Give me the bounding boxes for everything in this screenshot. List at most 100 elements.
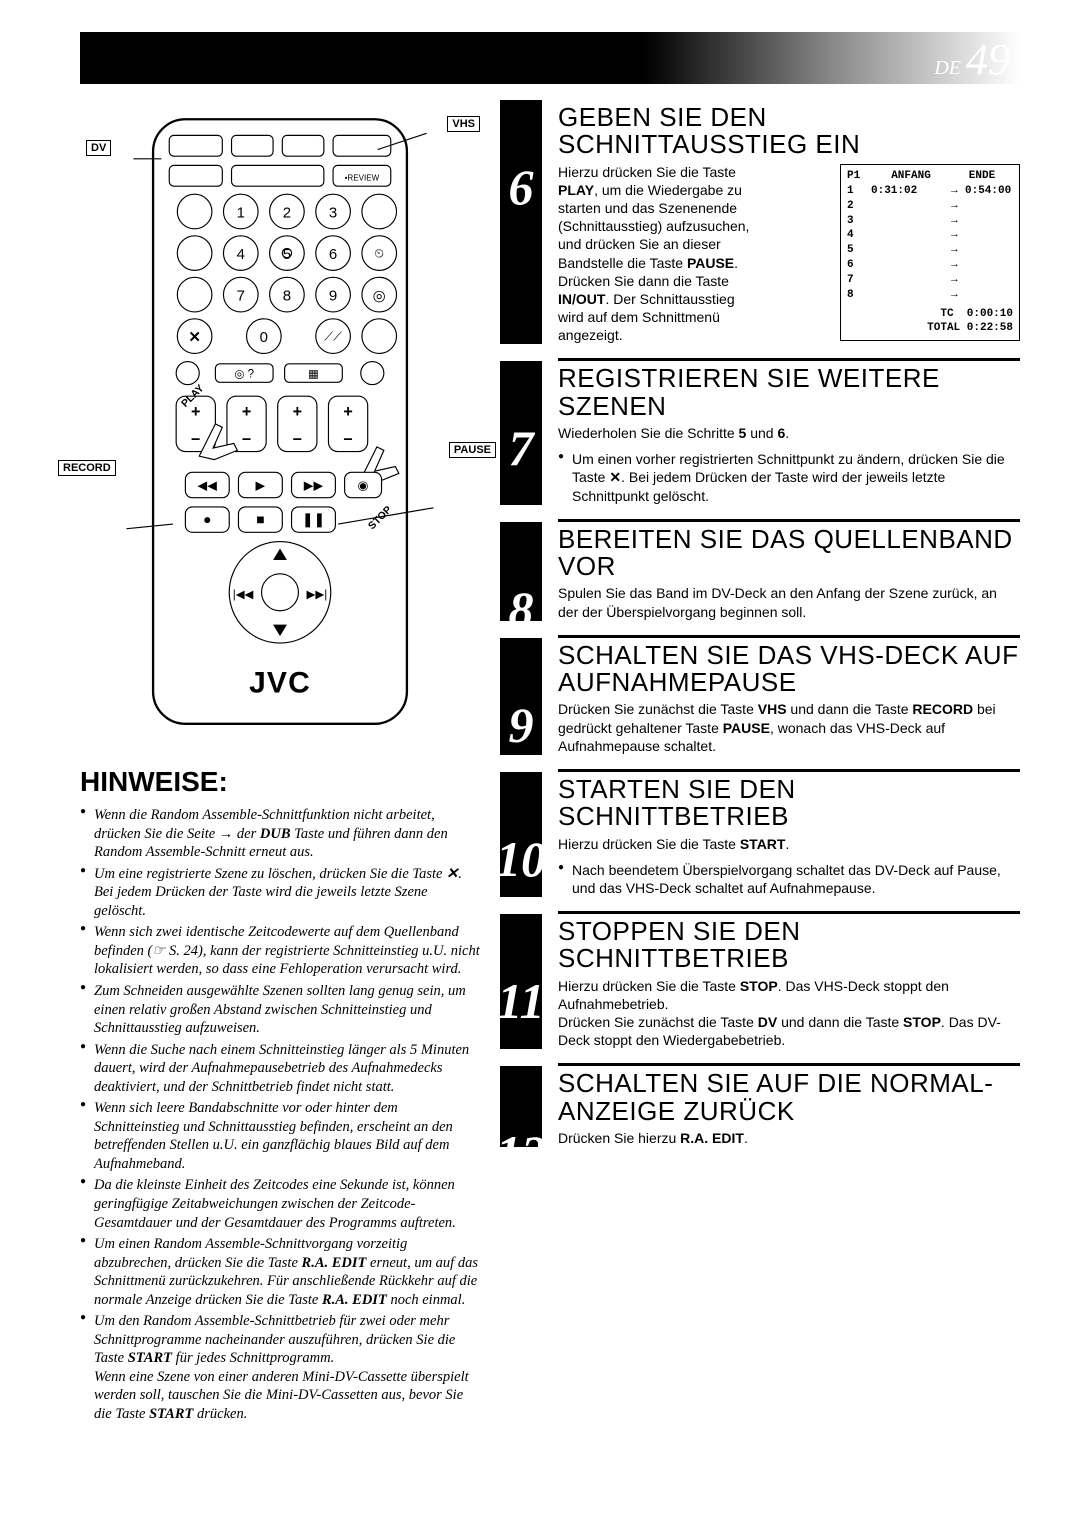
svg-text:■: ■: [256, 511, 264, 527]
svg-text:|◀◀: |◀◀: [233, 589, 255, 601]
page-lang: DE: [934, 57, 961, 79]
th-anfang: ANFANG: [871, 169, 951, 184]
svg-text:1: 1: [237, 204, 245, 221]
tc-label: TC: [940, 308, 953, 320]
total-label: TOTAL: [927, 322, 960, 334]
step-text: Hierzu drücken Sie die Taste STOP. Das V…: [558, 977, 1020, 1050]
label-record: RECORD: [58, 460, 116, 476]
step-title: SCHALTEN SIE AUF DIE NORMAL-ANZEIGE ZURÜ…: [558, 1070, 1020, 1125]
svg-text:✕: ✕: [188, 329, 201, 346]
table-row: 2→: [847, 199, 1013, 214]
hinweise-item: Wenn sich leere Bandabschnitte vor oder …: [80, 1099, 480, 1173]
svg-text:•REVIEW: •REVIEW: [345, 173, 380, 182]
step-number: 10: [496, 834, 546, 884]
svg-text:+: +: [242, 403, 251, 421]
hinweise-item: Wenn sich zwei identische Zeitcodewerte …: [80, 923, 480, 979]
step: 9 SCHALTEN SIE DAS VHS-DECK AUF AUFNAHME…: [500, 638, 1020, 755]
step-title: STARTEN SIE DEN SCHNITTBETRIEB: [558, 776, 1020, 831]
table-row: 8→: [847, 288, 1013, 303]
svg-text:●: ●: [203, 511, 211, 527]
svg-text:▦: ▦: [308, 369, 319, 381]
label-vhs: VHS: [447, 116, 480, 132]
svg-text:◉: ◉: [358, 479, 369, 493]
step-title: GEBEN SIE DEN SCHNITTAUSSTIEG EIN: [558, 104, 1020, 159]
label-dv: DV: [86, 140, 111, 156]
step: 8 BEREITEN SIE DAS QUELLENBAND VOR Spule…: [500, 522, 1020, 621]
hinweise-item: Um eine registrierte Szene zu löschen, d…: [80, 865, 480, 921]
page-num: 49: [966, 35, 1010, 84]
remote-svg: •REVIEW 1 2 3 4 5 6 ⏲ 7 8 9 ◎ ✕ 0: [130, 110, 430, 733]
svg-text:7: 7: [237, 287, 245, 304]
svg-text:▶▶|: ▶▶|: [307, 589, 328, 601]
table-row: 6→: [847, 258, 1013, 273]
table-row: 10:31:02→0:54:00: [847, 184, 1013, 199]
svg-text:5: 5: [283, 246, 291, 263]
step-number: 9: [509, 700, 534, 750]
remote-illustration: •REVIEW 1 2 3 4 5 6 ⏲ 7 8 9 ◎ ✕ 0: [80, 110, 480, 738]
step-text: Wiederholen Sie die Schritte 5 und 6.: [558, 424, 1020, 442]
svg-text:⏲: ⏲: [374, 247, 384, 261]
svg-text:◀◀: ◀◀: [198, 479, 218, 493]
hinweise-list: Wenn die Random Assemble-Schnittfunktion…: [80, 806, 480, 1424]
step-number: 8: [509, 584, 534, 634]
table-row: 5→: [847, 243, 1013, 258]
table-row: 4→: [847, 228, 1013, 243]
svg-text:⟋⟋: ⟋⟋: [324, 330, 343, 344]
step: 12 SCHALTEN SIE AUF DIE NORMAL-ANZEIGE Z…: [500, 1066, 1020, 1147]
svg-text:9: 9: [329, 287, 337, 304]
step-text: Drücken Sie hierzu R.A. EDIT.: [558, 1129, 1020, 1147]
hinweise-item: Wenn die Random Assemble-Schnittfunktion…: [80, 806, 480, 862]
svg-text:❚❚: ❚❚: [302, 511, 325, 528]
tc-val: 0:00:10: [967, 308, 1013, 320]
step-subtext: Nach beendetem Überspielvorgang schaltet…: [558, 861, 1020, 897]
step-subtext: Um einen vorher registrierten Schnittpun…: [558, 450, 1020, 505]
svg-text:0: 0: [260, 329, 268, 346]
cutlist-table: P1 ANFANG ENDE 10:31:02→0:54:002→3→4→5→6…: [840, 164, 1020, 341]
page-number: DE 49: [934, 34, 1010, 85]
step: 10 STARTEN SIE DEN SCHNITTBETRIEB Hierzu…: [500, 772, 1020, 897]
svg-text:6: 6: [329, 246, 337, 263]
svg-text:−: −: [293, 431, 302, 449]
hinweise-item: Zum Schneiden ausgewählte Szenen sollten…: [80, 982, 480, 1038]
svg-text:3: 3: [329, 204, 337, 221]
svg-text:4: 4: [237, 246, 245, 263]
svg-text:+: +: [191, 403, 200, 421]
table-row: 3→: [847, 214, 1013, 229]
step-text: Hierzu drücken Sie die Taste PLAY, um di…: [558, 163, 758, 345]
hinweise-item: Um den Random Assemble-Schnittbetrieb fü…: [80, 1312, 480, 1423]
label-pause: PAUSE: [449, 442, 496, 458]
step-text: Hierzu drücken Sie die Taste START.: [558, 835, 1020, 853]
svg-text:+: +: [343, 403, 352, 421]
step-number: 7: [509, 423, 534, 473]
step-number: 11: [497, 976, 544, 1026]
svg-text:▶▶: ▶▶: [304, 479, 324, 493]
total-val: 0:22:58: [967, 322, 1013, 334]
step-title: SCHALTEN SIE DAS VHS-DECK AUF AUFNAHMEPA…: [558, 642, 1020, 697]
hinweise-item: Da die kleinste Einheit des Zeitcodes ei…: [80, 1176, 480, 1232]
svg-text:▶: ▶: [256, 479, 266, 493]
hinweise-item: Um einen Random Assemble-Schnittvorgang …: [80, 1235, 480, 1309]
th-ende: ENDE: [951, 169, 1013, 184]
step-title: REGISTRIEREN SIE WEITERE SZENEN: [558, 365, 1020, 420]
step: 7 REGISTRIEREN SIE WEITERE SZENEN Wieder…: [500, 361, 1020, 504]
step: 11 STOPPEN SIE DEN SCHNITTBETRIEB Hierzu…: [500, 914, 1020, 1049]
svg-text:+: +: [293, 403, 302, 421]
svg-text:−: −: [343, 431, 352, 449]
svg-text:−: −: [191, 431, 200, 449]
svg-text:◎ ?: ◎ ?: [234, 369, 254, 381]
hinweise-item: Wenn die Suche nach einem Schnitteinstie…: [80, 1041, 480, 1097]
hinweise-title: HINWEISE:: [80, 766, 480, 798]
svg-text:8: 8: [283, 287, 291, 304]
table-row: 7→: [847, 273, 1013, 288]
header-gradient-bar: [80, 32, 1020, 84]
step-title: STOPPEN SIE DEN SCHNITTBETRIEB: [558, 918, 1020, 973]
svg-text:JVC: JVC: [249, 667, 311, 700]
svg-text:−: −: [242, 431, 251, 449]
step-number: 6: [509, 162, 534, 212]
step-number: 12: [496, 1128, 546, 1178]
th-p: P1: [847, 169, 871, 184]
step-title: BEREITEN SIE DAS QUELLENBAND VOR: [558, 526, 1020, 581]
step-text: Spulen Sie das Band im DV-Deck an den An…: [558, 584, 1020, 620]
svg-text:2: 2: [283, 204, 291, 221]
step-text: Drücken Sie zunächst die Taste VHS und d…: [558, 700, 1020, 755]
